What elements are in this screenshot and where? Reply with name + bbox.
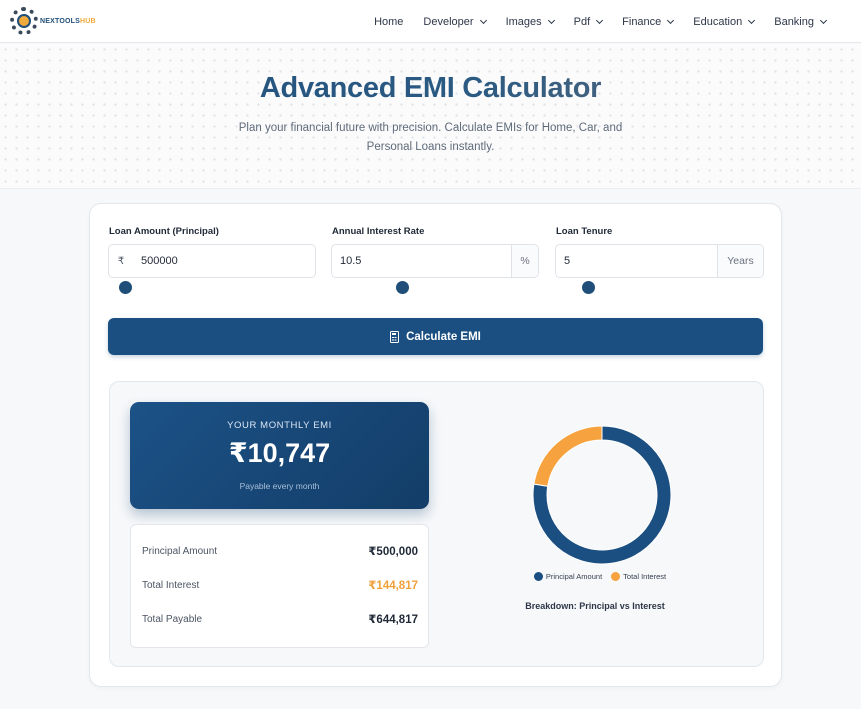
interest-label: Total Interest xyxy=(142,579,200,591)
loan-tenure-label: Loan Tenure xyxy=(556,226,613,237)
interest-rate-slider[interactable] xyxy=(331,281,539,295)
interest-value: ₹144,817 xyxy=(368,580,418,592)
loan-amount-input[interactable]: 500000 xyxy=(141,255,178,267)
menu-item-education[interactable]: Education xyxy=(683,16,764,28)
years-suffix: Years xyxy=(717,245,763,277)
slider-thumb[interactable] xyxy=(396,281,409,294)
payable-label: Total Payable xyxy=(142,613,203,625)
menu-item-developer[interactable]: Developer xyxy=(413,16,495,28)
legend-item-interest[interactable]: Total Interest xyxy=(611,572,666,581)
emi-value: ₹10,747 xyxy=(228,438,331,468)
breakdown-chart xyxy=(508,422,678,567)
summary-table: Principal Amount ₹500,000 Total Interest… xyxy=(130,524,429,648)
loan-amount-label: Loan Amount (Principal) xyxy=(109,226,219,237)
calculate-emi-button[interactable]: Calculate EMI xyxy=(108,318,763,355)
menu-item-pdf[interactable]: Pdf xyxy=(564,16,613,28)
loan-tenure-field[interactable]: 5 Years xyxy=(555,244,764,278)
legend-swatch-principal xyxy=(533,572,543,581)
page-subtitle: Plan your financial future with precisio… xyxy=(238,122,623,153)
monthly-emi-card: YOUR MONTHLY EMI ₹10,747 Payable every m… xyxy=(130,402,429,509)
logo-text: NEXTOOLSHUB xyxy=(40,17,96,25)
menu-item-images[interactable]: Images xyxy=(496,16,564,28)
chevron-down-icon xyxy=(667,16,675,24)
loan-amount-field[interactable]: ₹ 500000 xyxy=(108,244,316,278)
top-navbar: NEXTOOLSHUB Home Developer Images Pdf Fi… xyxy=(0,0,861,43)
calculator-icon xyxy=(390,330,400,343)
payable-value: ₹644,817 xyxy=(368,614,418,626)
slider-thumb[interactable] xyxy=(582,281,595,294)
legend-label-principal: Principal Amount xyxy=(545,572,603,581)
gear-logo-icon xyxy=(10,7,38,35)
chevron-down-icon xyxy=(547,16,555,24)
loan-tenure-input[interactable]: 5 xyxy=(564,255,571,267)
loan-tenure-slider[interactable] xyxy=(555,281,764,295)
chevron-down-icon xyxy=(479,16,487,24)
chevron-down-icon xyxy=(819,16,828,24)
payable-row: Total Payable ₹644,817 xyxy=(142,611,418,627)
interest-rate-field[interactable]: 10.5 % xyxy=(331,244,539,278)
emi-label: YOUR MONTHLY EMI xyxy=(227,420,332,431)
chevron-down-icon xyxy=(748,16,756,24)
principal-value: ₹500,000 xyxy=(368,546,418,558)
page-title: Advanced EMI Calculator xyxy=(0,72,861,105)
legend-item-principal[interactable]: Principal Amount xyxy=(533,572,603,581)
legend-swatch-interest xyxy=(611,572,621,581)
emi-note: Payable every month xyxy=(239,481,320,491)
interest-row: Total Interest ₹144,817 xyxy=(142,577,418,593)
donut-chart-svg xyxy=(532,425,672,565)
interest-rate-input[interactable]: 10.5 xyxy=(340,255,362,267)
principal-row: Principal Amount ₹500,000 xyxy=(142,543,418,559)
menu-item-home[interactable]: Home xyxy=(374,15,404,28)
hero-section: Advanced EMI Calculator Plan your financ… xyxy=(0,44,861,189)
calculate-emi-label: Calculate EMI xyxy=(406,330,481,343)
interest-rate-label: Annual Interest Rate xyxy=(332,226,425,237)
principal-label: Principal Amount xyxy=(142,545,218,557)
slider-thumb[interactable] xyxy=(119,281,132,294)
menu-item-finance[interactable]: Finance xyxy=(612,16,683,28)
results-panel: YOUR MONTHLY EMI ₹10,747 Payable every m… xyxy=(109,381,764,667)
site-logo[interactable]: NEXTOOLSHUB xyxy=(10,6,96,36)
calculator-card: Loan Amount (Principal) ₹ 500000 Annual … xyxy=(89,203,782,687)
main-menu: Home Developer Images Pdf Finance Educat… xyxy=(364,0,836,43)
chart-legend: Principal Amount Total Interest xyxy=(515,572,685,581)
rupee-prefix: ₹ xyxy=(117,255,125,267)
chevron-down-icon xyxy=(596,16,604,24)
donut-slice-principal[interactable] xyxy=(532,425,672,565)
donut-slice-interest[interactable] xyxy=(533,425,603,487)
legend-label-interest: Total Interest xyxy=(623,572,667,581)
menu-item-banking[interactable]: Banking xyxy=(764,16,836,28)
loan-amount-slider[interactable] xyxy=(108,281,316,295)
percent-suffix: % xyxy=(511,245,538,277)
chart-title: Breakdown: Principal vs Interest xyxy=(525,601,665,611)
